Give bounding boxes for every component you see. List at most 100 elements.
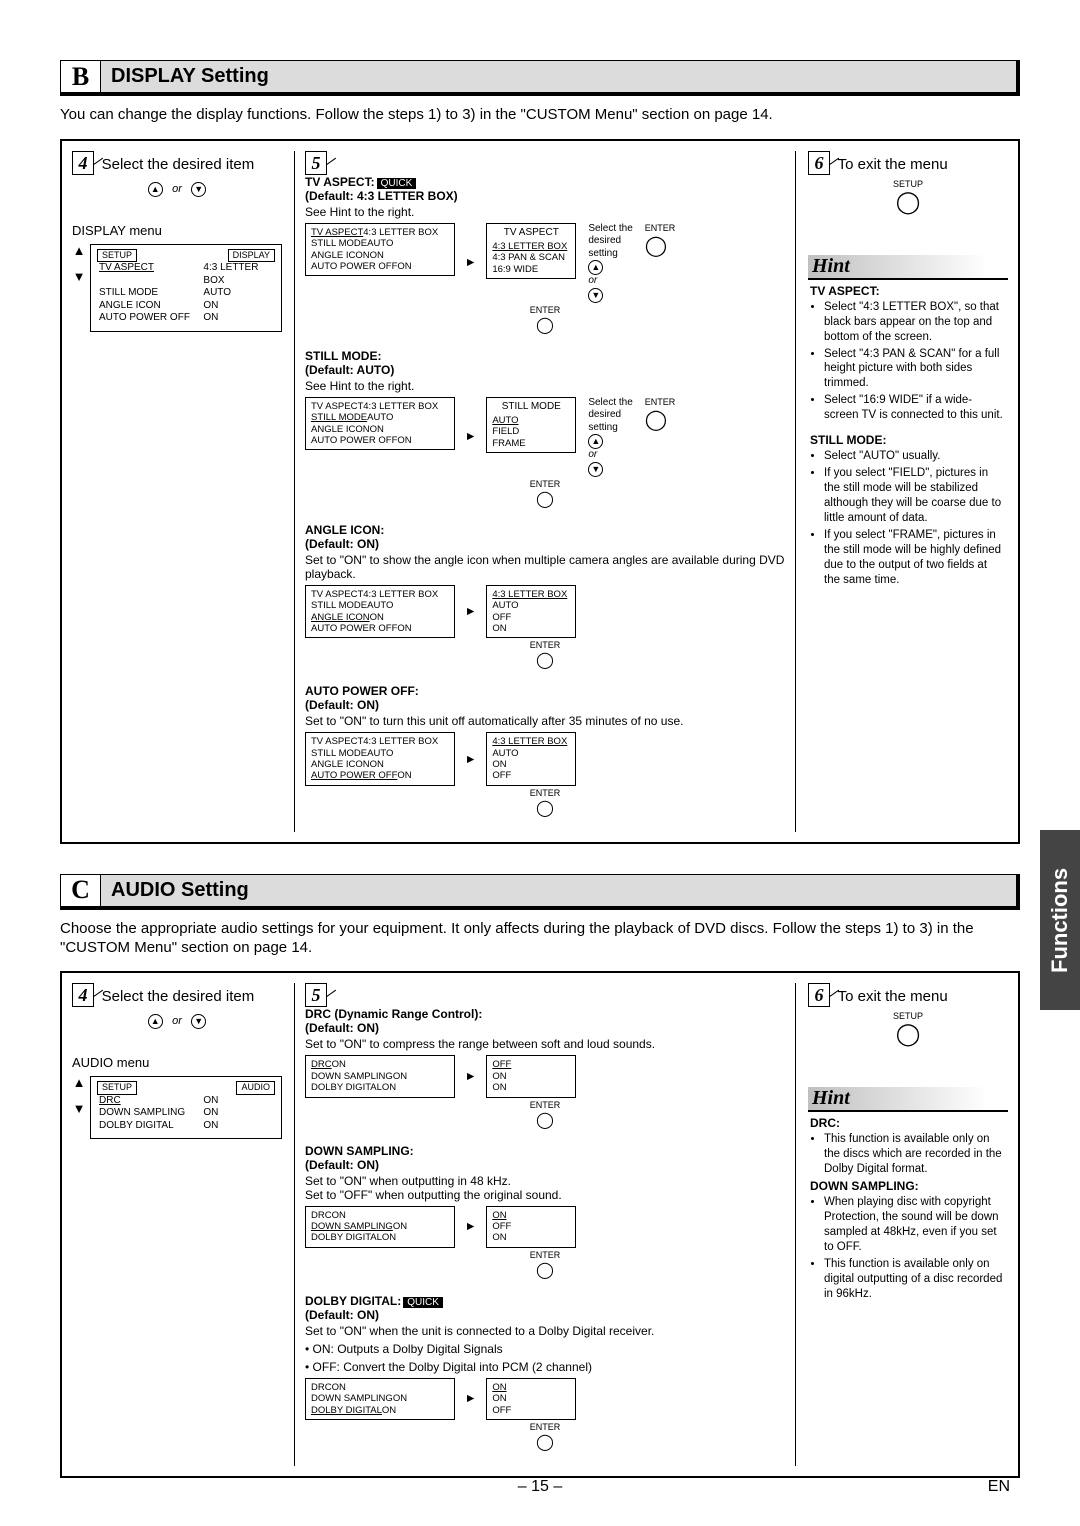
setting-left-box: TV ASPECT4:3 LETTER BOXSTILL MODEAUTOANG… bbox=[305, 223, 455, 277]
functions-tab: Functions bbox=[1040, 830, 1080, 1010]
setting-left-box: TV ASPECT4:3 LETTER BOXSTILL MODEAUTOANG… bbox=[305, 585, 455, 639]
menu-row: TV ASPECT4:3 LETTER BOX bbox=[97, 262, 275, 287]
section-b-intro: You can change the display functions. Fo… bbox=[60, 106, 1020, 125]
up-icon: ▲ bbox=[148, 182, 163, 197]
setting-default: (Default: ON) bbox=[305, 1308, 785, 1322]
hint-still-title: STILL MODE: bbox=[810, 433, 886, 447]
setting-right-box: TV ASPECT4:3 LETTER BOX4:3 PAN & SCAN16:… bbox=[486, 223, 576, 279]
setting-left-box: DRCONDOWN SAMPLINGONDOLBY DIGITALON bbox=[305, 1378, 455, 1420]
setting-boxes: TV ASPECT4:3 LETTER BOXSTILL MODEAUTOANG… bbox=[305, 585, 785, 639]
section-title-c: AUDIO Setting bbox=[101, 875, 249, 906]
section-letter-c: C bbox=[61, 875, 101, 906]
down-icon: ▼ bbox=[191, 1014, 206, 1029]
arrow-icon: ▶ bbox=[467, 1221, 474, 1232]
setting-left-box: TV ASPECT4:3 LETTER BOXSTILL MODEAUTOANG… bbox=[305, 397, 455, 451]
setting-note: Set to "ON" to turn this unit off automa… bbox=[305, 714, 785, 728]
nav-buttons-hint: ▲ or ▼ bbox=[72, 181, 282, 197]
section-letter-b: B bbox=[61, 61, 101, 92]
setting-default: (Default: ON) bbox=[305, 1158, 785, 1172]
arrow-icon: ▶ bbox=[467, 606, 474, 617]
c-step4-label: Select the desired item bbox=[102, 988, 255, 1005]
setting-left-box: DRCONDOWN SAMPLINGONDOLBY DIGITALON bbox=[305, 1055, 455, 1097]
setting-right-box: ONONOFF bbox=[486, 1378, 576, 1420]
setting-right-box: 4:3 LETTER BOXAUTOOFFON bbox=[486, 585, 576, 639]
enter-label: ENTER◯ bbox=[305, 640, 785, 670]
c-step6-num: 6 bbox=[808, 983, 830, 1007]
hint-tv-aspect-title: TV ASPECT: bbox=[810, 284, 880, 298]
setup-button-icon: ◯ bbox=[808, 1021, 1008, 1047]
setting-note: Set to "ON" when the unit is connected t… bbox=[305, 1324, 785, 1338]
setting-default: (Default: ON) bbox=[305, 698, 785, 712]
section-c-flow: 4 Select the desired item ▲ or ▼ AUDIO m… bbox=[60, 971, 1020, 1478]
hint-item: Select "4:3 LETTER BOX", so that black b… bbox=[824, 300, 1006, 345]
section-c-intro: Choose the appropriate audio settings fo… bbox=[60, 920, 1020, 958]
arrow-icon: ▶ bbox=[467, 754, 474, 765]
page-number: – 15 – bbox=[0, 1478, 1080, 1496]
c-step4-num: 4 bbox=[72, 983, 94, 1007]
section-b-header: B DISPLAY Setting bbox=[60, 60, 1020, 96]
setting-name: TV ASPECT:QUICK bbox=[305, 175, 785, 189]
setting-boxes: DRCONDOWN SAMPLINGONDOLBY DIGITALON ▶ ONON… bbox=[305, 1378, 785, 1420]
section-c-header: C AUDIO Setting bbox=[60, 874, 1020, 910]
setting-right-box: ONOFFON bbox=[486, 1206, 576, 1248]
menu-row: STILL MODEAUTO bbox=[97, 287, 275, 300]
setting-note: See Hint to the right. bbox=[305, 205, 785, 219]
b-right-col: 6 To exit the menu SETUP ◯ Hint TV ASPEC… bbox=[808, 151, 1008, 594]
arrow-icon: ▶ bbox=[467, 1071, 474, 1082]
arrow-icon: ▶ bbox=[467, 1393, 474, 1404]
c-step6-label: To exit the menu bbox=[838, 988, 948, 1005]
menu-hdr-setup: SETUP bbox=[97, 249, 137, 262]
setting-default: (Default: 4:3 LETTER BOX) bbox=[305, 189, 785, 203]
down-icon: ▼ bbox=[191, 182, 206, 197]
b-mid-col: 5 TV ASPECT:QUICK(Default: 4:3 LETTER BO… bbox=[294, 151, 796, 832]
setting-boxes: DRCONDOWN SAMPLINGONDOLBY DIGITALON▶ONOF… bbox=[305, 1206, 785, 1248]
or-label: or bbox=[172, 1015, 182, 1027]
hint-item: This function is available only on the d… bbox=[824, 1132, 1006, 1177]
setting-note: Set to "ON" to show the angle icon when … bbox=[305, 553, 785, 581]
hint-body-c: DRC: This function is available only on … bbox=[808, 1112, 1008, 1307]
arrow-icon: ▶ bbox=[467, 431, 474, 442]
c-left-col: 4 Select the desired item ▲ or ▼ AUDIO m… bbox=[72, 983, 282, 1139]
step6-num: 6 bbox=[808, 151, 830, 175]
enter-label: ENTER◯ bbox=[305, 1100, 785, 1130]
setting-name: AUTO POWER OFF: bbox=[305, 684, 785, 698]
setting-boxes: TV ASPECT4:3 LETTER BOXSTILL MODEAUTOANG… bbox=[305, 732, 785, 786]
setting-note: Set to "ON" to compress the range betwee… bbox=[305, 1037, 785, 1051]
setting-block: STILL MODE:(Default: AUTO)See Hint to th… bbox=[305, 349, 785, 509]
menu-row: DRCON bbox=[97, 1095, 275, 1108]
enter-label: ENTER◯ bbox=[305, 305, 785, 335]
up-icon: ▲ bbox=[148, 1014, 163, 1029]
display-menu-title: DISPLAY menu bbox=[72, 223, 282, 238]
enter-instruction: ENTER◯ bbox=[645, 397, 676, 433]
scroll-arrows: ▲▼ bbox=[72, 244, 86, 332]
enter-label: ENTER◯ bbox=[305, 1250, 785, 1280]
hint-drc-title: DRC: bbox=[810, 1116, 840, 1130]
setting-right-box: STILL MODEAUTOFIELDFRAME bbox=[486, 397, 576, 453]
hint-item: Select "AUTO" usually. bbox=[824, 449, 1006, 464]
setting-note: Set to "ON" when outputting in 48 kHz. S… bbox=[305, 1174, 785, 1202]
setting-bullet: • OFF: Convert the Dolby Digital into PC… bbox=[305, 1360, 785, 1374]
setting-block: DOLBY DIGITAL:QUICK(Default: ON)Set to "… bbox=[305, 1294, 785, 1452]
setting-default: (Default: AUTO) bbox=[305, 363, 785, 377]
hint-body-b: TV ASPECT: Select "4:3 LETTER BOX", so t… bbox=[808, 280, 1008, 594]
quick-badge: QUICK bbox=[377, 178, 417, 189]
hint-header-c: Hint bbox=[808, 1087, 1008, 1112]
menu-hdr-setup: SETUP bbox=[97, 1081, 137, 1094]
setting-boxes: DRCONDOWN SAMPLINGONDOLBY DIGITALON▶OFFO… bbox=[305, 1055, 785, 1097]
hint-item: If you select "FRAME", pictures in the s… bbox=[824, 528, 1006, 588]
hint-item: If you select "FIELD", pictures in the s… bbox=[824, 466, 1006, 526]
side-instruction: Select the desired setting▲or▼ bbox=[588, 397, 632, 477]
display-menu-box: SETUP DISPLAY TV ASPECT4:3 LETTER BOXSTI… bbox=[90, 244, 282, 332]
hint-item: Select "4:3 PAN & SCAN" for a full heigh… bbox=[824, 347, 1006, 392]
c-mid-col: 5 DRC (Dynamic Range Control):(Default: … bbox=[294, 983, 796, 1466]
menu-row: DOWN SAMPLINGON bbox=[97, 1107, 275, 1120]
section-b-flow: 4 Select the desired item ▲ or ▼ DISPLAY… bbox=[60, 139, 1020, 844]
enter-label: ENTER◯ bbox=[305, 479, 785, 509]
setting-name: STILL MODE: bbox=[305, 349, 785, 363]
setting-block: ANGLE ICON:(Default: ON)Set to "ON" to s… bbox=[305, 523, 785, 671]
menu-row: ANGLE ICONON bbox=[97, 300, 275, 313]
setting-left-box: TV ASPECT4:3 LETTER BOXSTILL MODEAUTOANG… bbox=[305, 732, 455, 786]
language-label: EN bbox=[988, 1478, 1010, 1496]
setting-name: DRC (Dynamic Range Control): bbox=[305, 1007, 785, 1021]
setup-button-icon: ◯ bbox=[808, 189, 1008, 215]
